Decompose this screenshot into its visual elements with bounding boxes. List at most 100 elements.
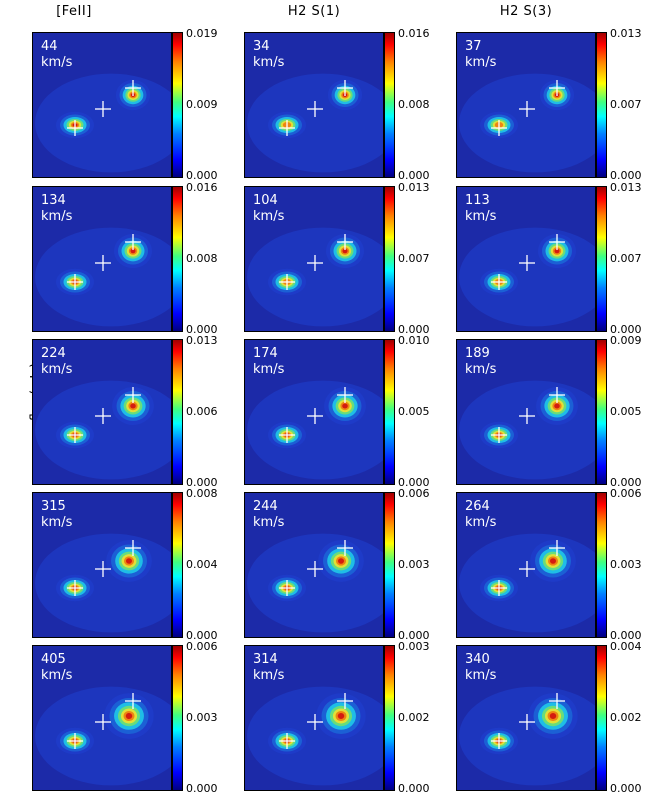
colorbar-tick-label: 0.000 <box>398 629 430 642</box>
colorbar <box>596 186 607 332</box>
channel-panel: 104 km/s <box>244 186 384 332</box>
colorbar-tick-label: 0.013 <box>186 334 218 347</box>
colorbar-tick-label: 0.019 <box>186 27 218 40</box>
colorbar-tick-label: 0.000 <box>610 782 642 795</box>
colorbar <box>596 32 607 178</box>
colorbar-tick-label: 0.003 <box>398 558 430 571</box>
colorbar <box>384 645 395 791</box>
colorbar-tick-label: 0.009 <box>186 98 218 111</box>
channel-panel: 224 km/s <box>32 339 172 485</box>
emission-blob <box>554 403 560 409</box>
channel-panel: 189 km/s <box>456 339 596 485</box>
channel-image <box>245 493 383 637</box>
emission-blob <box>126 558 132 564</box>
emission-blob <box>130 403 136 409</box>
channel-panel: 405 km/s <box>32 645 172 791</box>
channel-panel: 315 km/s <box>32 492 172 638</box>
channel-image <box>33 646 171 790</box>
velocity-label: 264 km/s <box>465 499 497 530</box>
colorbar <box>596 339 607 485</box>
channel-image <box>245 33 383 177</box>
channel-image <box>33 493 171 637</box>
colorbar-tick-label: 0.013 <box>610 181 642 194</box>
colorbar-tick-label: 0.013 <box>610 27 642 40</box>
channel-panel: 113 km/s <box>456 186 596 332</box>
colorbar <box>172 645 183 791</box>
colorbar-tick-label: 0.006 <box>610 487 642 500</box>
velocity-label: 224 km/s <box>41 346 73 377</box>
emission-blob <box>342 403 348 409</box>
colorbar-tick-label: 0.000 <box>610 476 642 489</box>
emission-blob <box>130 248 136 254</box>
channel-image <box>457 646 595 790</box>
channel-image <box>457 340 595 484</box>
colorbar-tick-label: 0.008 <box>186 487 218 500</box>
channel-panel: 244 km/s <box>244 492 384 638</box>
colorbar-tick-label: 0.004 <box>610 640 642 653</box>
colorbar-tick-label: 0.008 <box>398 98 430 111</box>
colorbar-tick-label: 0.004 <box>186 558 218 571</box>
colorbar-tick-label: 0.013 <box>398 181 430 194</box>
emission-blob <box>338 558 344 564</box>
channel-image <box>33 340 171 484</box>
colorbar-tick-label: 0.000 <box>186 629 218 642</box>
channel-panel: 340 km/s <box>456 645 596 791</box>
colorbar-tick-label: 0.016 <box>186 181 218 194</box>
channel-panel: 37 km/s <box>456 32 596 178</box>
colorbar-tick-label: 0.008 <box>186 252 218 265</box>
colorbar <box>384 186 395 332</box>
colorbar-tick-label: 0.006 <box>186 405 218 418</box>
colorbar <box>596 645 607 791</box>
colorbar <box>596 492 607 638</box>
channel-image <box>245 646 383 790</box>
column-title-feii: [FeII] <box>56 4 92 19</box>
colorbar-tick-label: 0.000 <box>610 169 642 182</box>
colorbar-tick-label: 0.002 <box>610 711 642 724</box>
emission-blob <box>549 713 557 719</box>
colorbar <box>172 339 183 485</box>
colorbar-tick-label: 0.005 <box>610 405 642 418</box>
colorbar <box>172 186 183 332</box>
colorbar <box>384 339 395 485</box>
colorbar-tick-label: 0.000 <box>610 629 642 642</box>
velocity-label: 134 km/s <box>41 193 73 224</box>
colorbar-tick-label: 0.009 <box>610 334 642 347</box>
channel-image <box>245 340 383 484</box>
colorbar-tick-label: 0.005 <box>398 405 430 418</box>
velocity-label: 244 km/s <box>253 499 285 530</box>
colorbar-tick-label: 0.016 <box>398 27 430 40</box>
channel-panel: 34 km/s <box>244 32 384 178</box>
colorbar-tick-label: 0.000 <box>398 782 430 795</box>
velocity-label: 113 km/s <box>465 193 497 224</box>
velocity-label: 44 km/s <box>41 39 73 70</box>
colorbar-tick-label: 0.000 <box>186 169 218 182</box>
channel-panel: 44 km/s <box>32 32 172 178</box>
channel-image <box>33 187 171 331</box>
colorbar-tick-label: 0.000 <box>398 476 430 489</box>
emission-blob <box>554 248 560 254</box>
colorbar-tick-label: 0.010 <box>398 334 430 347</box>
velocity-label: 315 km/s <box>41 499 73 530</box>
channel-image <box>457 493 595 637</box>
emission-blob <box>337 713 345 719</box>
colorbar <box>384 32 395 178</box>
channel-panel: 174 km/s <box>244 339 384 485</box>
velocity-label: 34 km/s <box>253 39 285 70</box>
colorbar-tick-label: 0.006 <box>398 487 430 500</box>
colorbar-tick-label: 0.000 <box>398 169 430 182</box>
colorbar-tick-label: 0.000 <box>186 323 218 336</box>
emission-blob <box>342 248 348 254</box>
colorbar-tick-label: 0.000 <box>186 476 218 489</box>
channel-image <box>457 33 595 177</box>
velocity-label: 174 km/s <box>253 346 285 377</box>
velocity-label: 405 km/s <box>41 652 73 683</box>
colorbar <box>172 32 183 178</box>
colorbar-tick-label: 0.003 <box>398 640 430 653</box>
channel-image <box>457 187 595 331</box>
channel-image <box>245 187 383 331</box>
velocity-label: 189 km/s <box>465 346 497 377</box>
channel-panel: 264 km/s <box>456 492 596 638</box>
colorbar-tick-label: 0.000 <box>186 782 218 795</box>
colorbar-tick-label: 0.007 <box>610 252 642 265</box>
